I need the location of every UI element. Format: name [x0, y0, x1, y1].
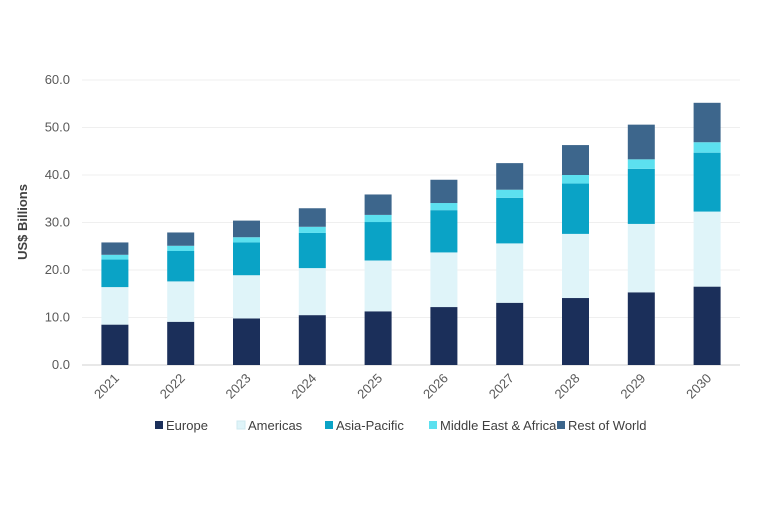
bar-segment-middle-east-africa-2026 — [430, 203, 458, 211]
bar-segment-americas-2022 — [167, 281, 195, 322]
bar-segment-americas-2030 — [693, 211, 721, 287]
bar-segment-europe-2023 — [233, 318, 260, 365]
bar-segment-asia-pacific-2024 — [298, 232, 326, 269]
bar-segment-americas-2026 — [430, 252, 458, 308]
legend-label: Americas — [248, 418, 303, 433]
bar-segment-middle-east-africa-2029 — [627, 159, 655, 169]
bar-segment-middle-east-africa-2022 — [167, 245, 195, 251]
bar-segment-asia-pacific-2026 — [430, 210, 458, 253]
bar-segment-asia-pacific-2022 — [167, 251, 195, 282]
bar-segment-rest-of-world-2025 — [364, 194, 392, 215]
bar-segment-asia-pacific-2030 — [693, 152, 721, 212]
bar-segment-middle-east-africa-2028 — [562, 175, 589, 184]
bar-segment-asia-pacific-2023 — [233, 242, 260, 276]
bar-segment-americas-2025 — [364, 260, 392, 312]
y-tick-label: 0.0 — [52, 357, 70, 372]
bar-segment-europe-2025 — [364, 311, 392, 365]
bar-segment-rest-of-world-2022 — [167, 232, 195, 246]
x-tick-label: 2022 — [157, 371, 188, 402]
bar-segment-asia-pacific-2028 — [562, 183, 589, 234]
bar-segment-americas-2024 — [298, 268, 326, 316]
legend-swatch — [557, 421, 565, 429]
y-tick-label: 30.0 — [45, 215, 70, 230]
bar-segment-americas-2027 — [496, 243, 524, 303]
bar-segment-middle-east-africa-2021 — [101, 254, 129, 260]
x-tick-label: 2026 — [420, 371, 451, 402]
bar-segment-europe-2026 — [430, 307, 458, 365]
legend-label: Rest of World — [568, 418, 647, 433]
bar-segment-middle-east-africa-2023 — [233, 237, 260, 243]
x-tick-label: 2023 — [223, 371, 254, 402]
bar-segment-asia-pacific-2027 — [496, 197, 524, 244]
bar-segment-rest-of-world-2030 — [693, 102, 721, 143]
legend-swatch — [236, 420, 246, 430]
bar-segment-rest-of-world-2026 — [430, 179, 458, 204]
x-tick-label: 2030 — [683, 371, 714, 402]
x-tick-label: 2021 — [91, 371, 122, 402]
bar-segment-rest-of-world-2024 — [298, 208, 326, 227]
bar-segment-europe-2022 — [167, 321, 195, 365]
x-tick-label: 2027 — [486, 371, 517, 402]
bar-segment-europe-2027 — [496, 302, 524, 365]
bar-segment-europe-2030 — [693, 286, 721, 365]
bar-segment-europe-2021 — [101, 324, 129, 365]
bar-segment-asia-pacific-2025 — [364, 222, 392, 261]
bar-segment-americas-2021 — [101, 287, 129, 325]
legend-label: Middle East & Africa — [440, 418, 557, 433]
bar-segment-rest-of-world-2029 — [627, 124, 655, 160]
bar-segment-asia-pacific-2021 — [101, 259, 129, 288]
legend-label: Europe — [166, 418, 208, 433]
bar-segment-americas-2028 — [562, 233, 589, 299]
y-tick-label: 60.0 — [45, 72, 70, 87]
bar-segment-rest-of-world-2028 — [562, 145, 589, 175]
x-tick-label: 2024 — [288, 371, 319, 402]
bar-segment-asia-pacific-2029 — [627, 168, 655, 224]
bar-segment-americas-2023 — [233, 275, 260, 319]
bar-segment-rest-of-world-2023 — [233, 220, 260, 238]
bar-segment-middle-east-africa-2024 — [298, 226, 326, 233]
x-tick-label: 2028 — [552, 371, 583, 402]
bar-segment-rest-of-world-2021 — [101, 242, 129, 255]
x-tick-label: 2029 — [617, 371, 648, 402]
legend-swatch — [429, 421, 437, 429]
bar-segment-europe-2024 — [298, 315, 326, 365]
legend-label: Asia-Pacific — [336, 418, 404, 433]
bar-segment-americas-2029 — [627, 223, 655, 293]
bar-segment-middle-east-africa-2030 — [693, 142, 721, 153]
y-tick-label: 40.0 — [45, 167, 70, 182]
bar-segment-middle-east-africa-2025 — [364, 214, 392, 223]
legend-swatch — [325, 421, 333, 429]
bar-segment-europe-2029 — [627, 292, 655, 365]
legend-swatch — [155, 421, 163, 429]
bar-segment-rest-of-world-2027 — [496, 163, 524, 190]
y-axis-title: US$ Billions — [15, 184, 30, 260]
bar-segment-europe-2028 — [562, 298, 589, 365]
bar-segment-middle-east-africa-2027 — [496, 189, 524, 198]
y-tick-label: 50.0 — [45, 120, 70, 135]
y-tick-label: 20.0 — [45, 262, 70, 277]
x-tick-label: 2025 — [354, 371, 385, 402]
y-tick-label: 10.0 — [45, 310, 70, 325]
